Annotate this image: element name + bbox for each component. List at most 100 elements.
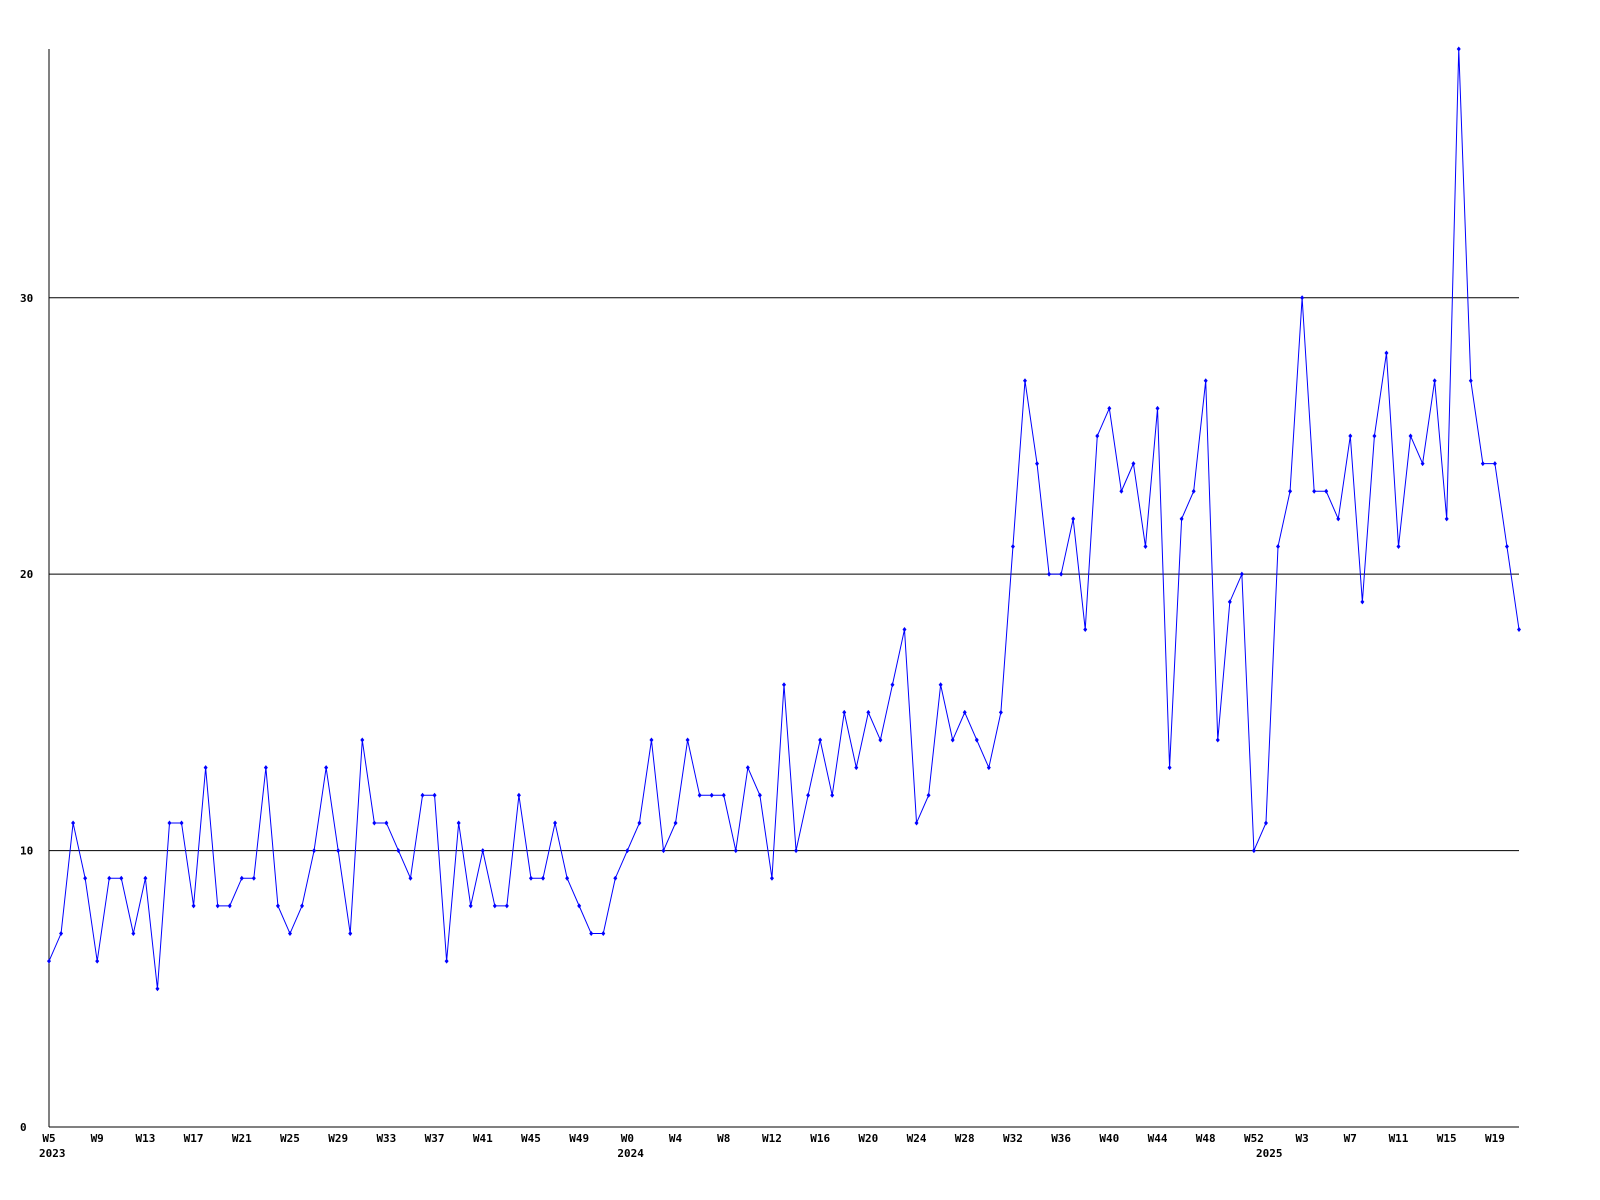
- point: [1444, 516, 1449, 522]
- point: [697, 792, 702, 798]
- point: [119, 875, 124, 881]
- point: [914, 820, 919, 826]
- point: [516, 792, 521, 798]
- x-tick-label: W25: [280, 1132, 300, 1145]
- point: [1155, 405, 1160, 411]
- y-tick-label: 20: [20, 568, 33, 581]
- point: [1360, 599, 1365, 605]
- point: [504, 903, 509, 909]
- point: [324, 765, 329, 771]
- point: [1517, 626, 1521, 632]
- point: [1119, 488, 1124, 494]
- x-tick-label: W44: [1148, 1132, 1168, 1145]
- point: [757, 792, 762, 798]
- x-tick-label: W8: [717, 1132, 730, 1145]
- point: [1408, 433, 1413, 439]
- x-tick-label: W5: [42, 1132, 55, 1145]
- point: [661, 848, 666, 854]
- point: [986, 765, 991, 771]
- point: [191, 903, 196, 909]
- x-tick-label: W41: [473, 1132, 493, 1145]
- point: [818, 737, 823, 743]
- point: [878, 737, 883, 743]
- point: [1480, 461, 1485, 467]
- point: [1336, 516, 1341, 522]
- point: [625, 848, 630, 854]
- point: [962, 709, 967, 715]
- point: [1276, 544, 1281, 550]
- point: [890, 682, 895, 688]
- point: [71, 820, 76, 826]
- point: [613, 875, 618, 881]
- x-tick-label: W3: [1295, 1132, 1308, 1145]
- point: [1263, 820, 1268, 826]
- point: [384, 820, 389, 826]
- point: [806, 792, 811, 798]
- point: [938, 682, 943, 688]
- y-tick-label: 10: [20, 845, 33, 858]
- point: [432, 792, 437, 798]
- point: [287, 931, 292, 937]
- point: [1059, 571, 1064, 577]
- x-tick-label: W33: [376, 1132, 396, 1145]
- point: [854, 765, 859, 771]
- x-tick-label: W9: [91, 1132, 104, 1145]
- point: [396, 848, 401, 854]
- x-tick-label: W24: [907, 1132, 927, 1145]
- point: [1131, 461, 1136, 467]
- point: [251, 875, 256, 881]
- point: [1215, 737, 1220, 743]
- point: [1107, 405, 1112, 411]
- point: [1191, 488, 1196, 494]
- point: [420, 792, 425, 798]
- point: [769, 875, 774, 881]
- point: [685, 737, 690, 743]
- x-tick-label: W7: [1344, 1132, 1357, 1145]
- x-tick-label: W19: [1485, 1132, 1505, 1145]
- point: [902, 626, 907, 632]
- point: [541, 875, 546, 881]
- point: [468, 903, 473, 909]
- point: [1083, 626, 1088, 632]
- point: [553, 820, 558, 826]
- x-tick-label: W12: [762, 1132, 782, 1145]
- point: [83, 875, 88, 881]
- point: [1071, 516, 1076, 522]
- point: [950, 737, 955, 743]
- point: [263, 765, 268, 771]
- x-tick-label: W40: [1099, 1132, 1119, 1145]
- x-tick-label: W4: [669, 1132, 683, 1145]
- point: [1396, 544, 1401, 550]
- point: [1047, 571, 1052, 577]
- x-tick-label: W32: [1003, 1132, 1023, 1145]
- point: [794, 848, 799, 854]
- point: [47, 958, 51, 964]
- point: [673, 820, 678, 826]
- x-tick-label: W37: [425, 1132, 445, 1145]
- point: [649, 737, 654, 743]
- point: [1288, 488, 1293, 494]
- point: [1456, 46, 1461, 52]
- point: [528, 875, 533, 881]
- point: [1372, 433, 1377, 439]
- point: [312, 848, 317, 854]
- point: [1167, 765, 1172, 771]
- x-tick-label: W13: [135, 1132, 155, 1145]
- point: [589, 931, 594, 937]
- x-tick-label: W52: [1244, 1132, 1264, 1145]
- x-tick-label: W48: [1196, 1132, 1216, 1145]
- x-tick-label: W45: [521, 1132, 541, 1145]
- point: [1468, 378, 1473, 384]
- point: [1312, 488, 1317, 494]
- x-tick-label: W0: [621, 1132, 634, 1145]
- point: [998, 709, 1003, 715]
- point: [215, 903, 220, 909]
- point: [1227, 599, 1232, 605]
- point: [300, 903, 305, 909]
- x-tick-label: W49: [569, 1132, 589, 1145]
- point: [1179, 516, 1184, 522]
- point: [167, 820, 172, 826]
- point: [456, 820, 461, 826]
